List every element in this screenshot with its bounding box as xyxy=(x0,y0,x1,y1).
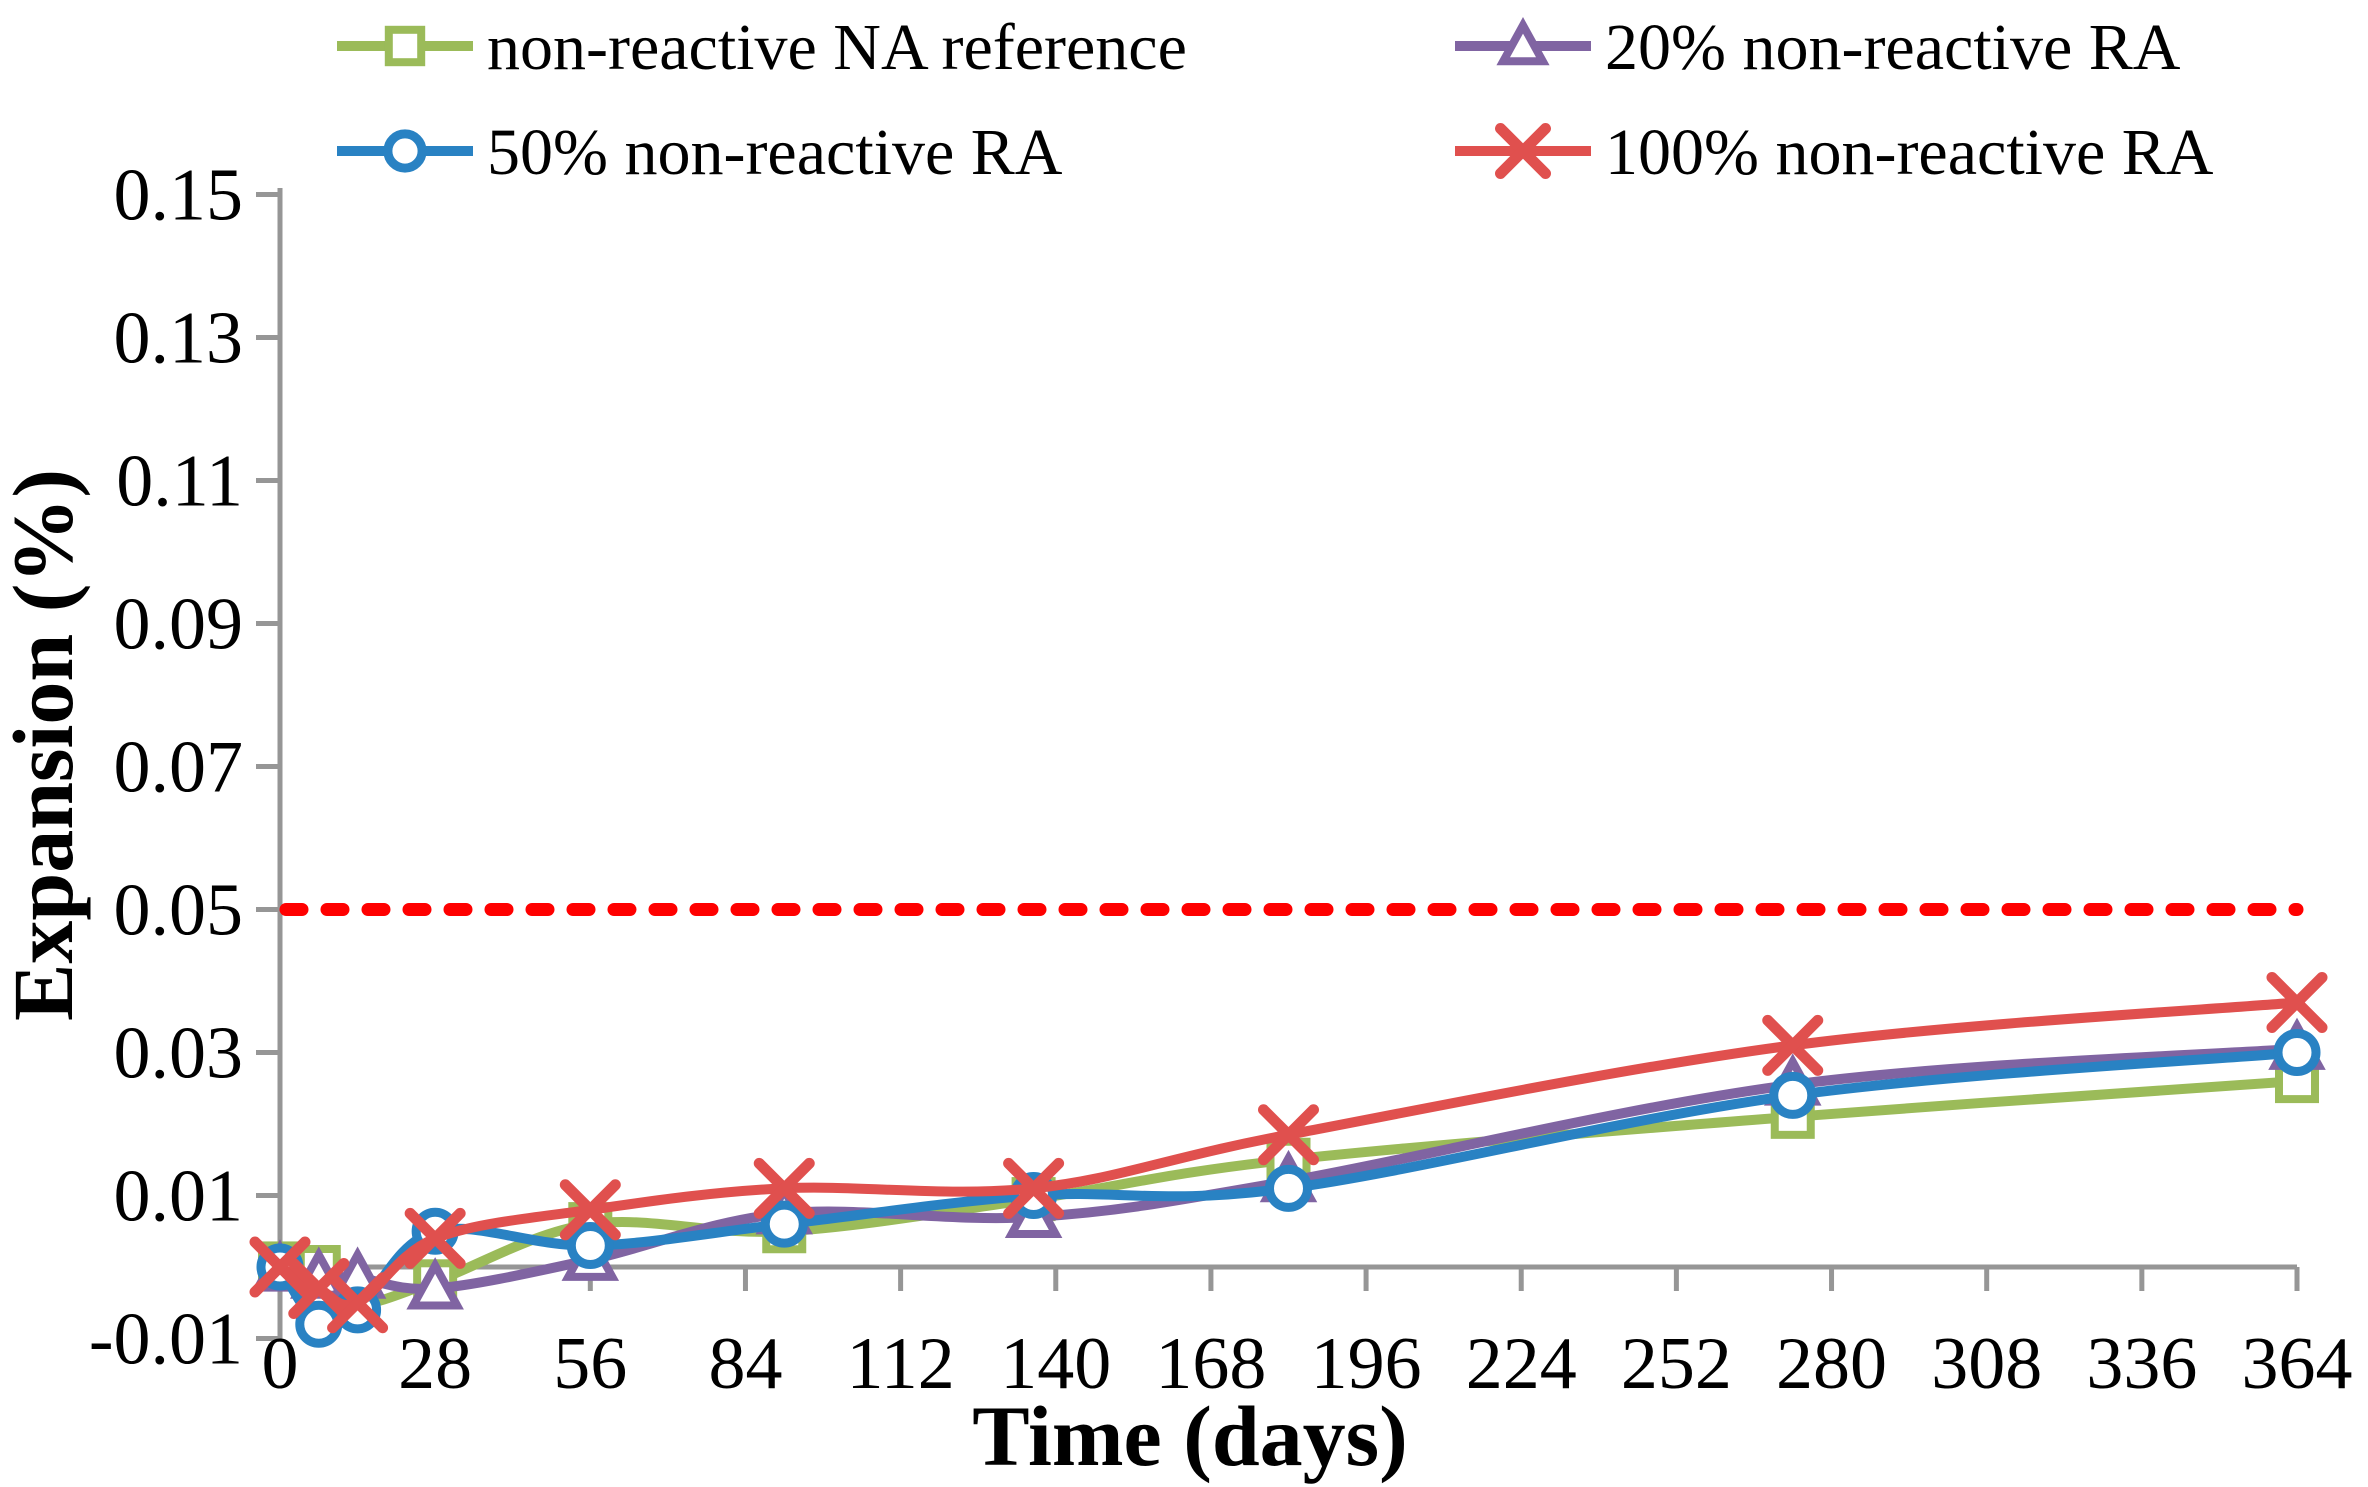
legend: non-reactive NA reference 20% non-reactiv… xyxy=(337,11,2214,189)
series-layer xyxy=(249,971,2328,1348)
marker-x xyxy=(2266,971,2328,1033)
marker-circle xyxy=(2273,1029,2321,1076)
marker-x xyxy=(249,1236,311,1298)
x-tick-label: 224 xyxy=(1466,1323,1577,1405)
series-100-non-reactive-ra xyxy=(249,971,2328,1334)
y-tick-label: 0.09 xyxy=(114,584,244,666)
legend-item-20-non-reactive-ra: 20% non-reactive RA xyxy=(1455,11,2181,84)
marker-square xyxy=(384,25,426,67)
x-tick-label: 168 xyxy=(1155,1323,1266,1405)
marker-triangle xyxy=(1496,16,1550,66)
legend-label: non-reactive NA reference xyxy=(487,11,1187,84)
y-axis-title: Expansion (%) xyxy=(0,469,91,1021)
y-tick-label: -0.01 xyxy=(89,1299,243,1381)
marker-x xyxy=(559,1179,621,1241)
x-tick-label: 112 xyxy=(846,1323,954,1405)
x-tick-label: 196 xyxy=(1311,1323,1422,1405)
marker-circle xyxy=(1265,1164,1312,1212)
x-tick-label: 56 xyxy=(553,1323,627,1405)
legend-item-100-non-reactive-ra: 100% non-reactive RA xyxy=(1455,116,2214,189)
y-tick-label: 0.01 xyxy=(114,1156,244,1238)
marker-x xyxy=(288,1257,350,1319)
legend-label: 50% non-reactive RA xyxy=(487,116,1063,189)
x-axis-title: Time (days) xyxy=(972,1388,1408,1484)
marker-x xyxy=(753,1157,815,1219)
x-tick-label: 364 xyxy=(2242,1323,2353,1405)
y-tick-label: 0.15 xyxy=(114,155,244,237)
y-tick-label: 0.03 xyxy=(114,1013,244,1095)
marker-triangle xyxy=(406,1257,464,1310)
y-tick-label: 0.11 xyxy=(116,441,243,523)
x-tick-label: 140 xyxy=(1000,1323,1111,1405)
y-tick-label: 0.07 xyxy=(114,727,244,809)
legend-label: 20% non-reactive RA xyxy=(1605,11,2181,84)
x-tick-label: 336 xyxy=(2086,1323,2197,1405)
marker-circle xyxy=(383,129,427,173)
marker-circle xyxy=(760,1200,808,1248)
x-tick-label: 252 xyxy=(1621,1323,1732,1405)
axes: -0.01 0.01 0.03 0.05 0.07 0.09 0.11 0.13 0.15 0 28… xyxy=(89,155,2353,1406)
marker-x xyxy=(327,1272,389,1334)
x-tick-label: 28 xyxy=(398,1323,472,1405)
x-tick-label: 308 xyxy=(1931,1323,2042,1405)
marker-circle xyxy=(566,1222,614,1270)
marker-x xyxy=(404,1207,466,1269)
legend-label: 100% non-reactive RA xyxy=(1605,116,2214,189)
x-tick-label: 280 xyxy=(1776,1323,1887,1405)
legend-item-50-non-reactive-ra: 50% non-reactive RA xyxy=(337,116,1063,189)
marker-circle xyxy=(1769,1071,1817,1119)
y-tick-label: 0.05 xyxy=(114,870,244,952)
x-tick-label: 0 xyxy=(262,1323,299,1405)
marker-x xyxy=(1762,1014,1824,1076)
marker-x xyxy=(1495,123,1551,179)
marker-x xyxy=(1003,1157,1065,1219)
legend-item-non-reactive-na-reference: non-reactive NA reference xyxy=(337,11,1187,84)
x-tick-label: 84 xyxy=(708,1323,782,1405)
y-tick-label: 0.13 xyxy=(114,298,244,380)
marker-x xyxy=(1258,1104,1319,1166)
